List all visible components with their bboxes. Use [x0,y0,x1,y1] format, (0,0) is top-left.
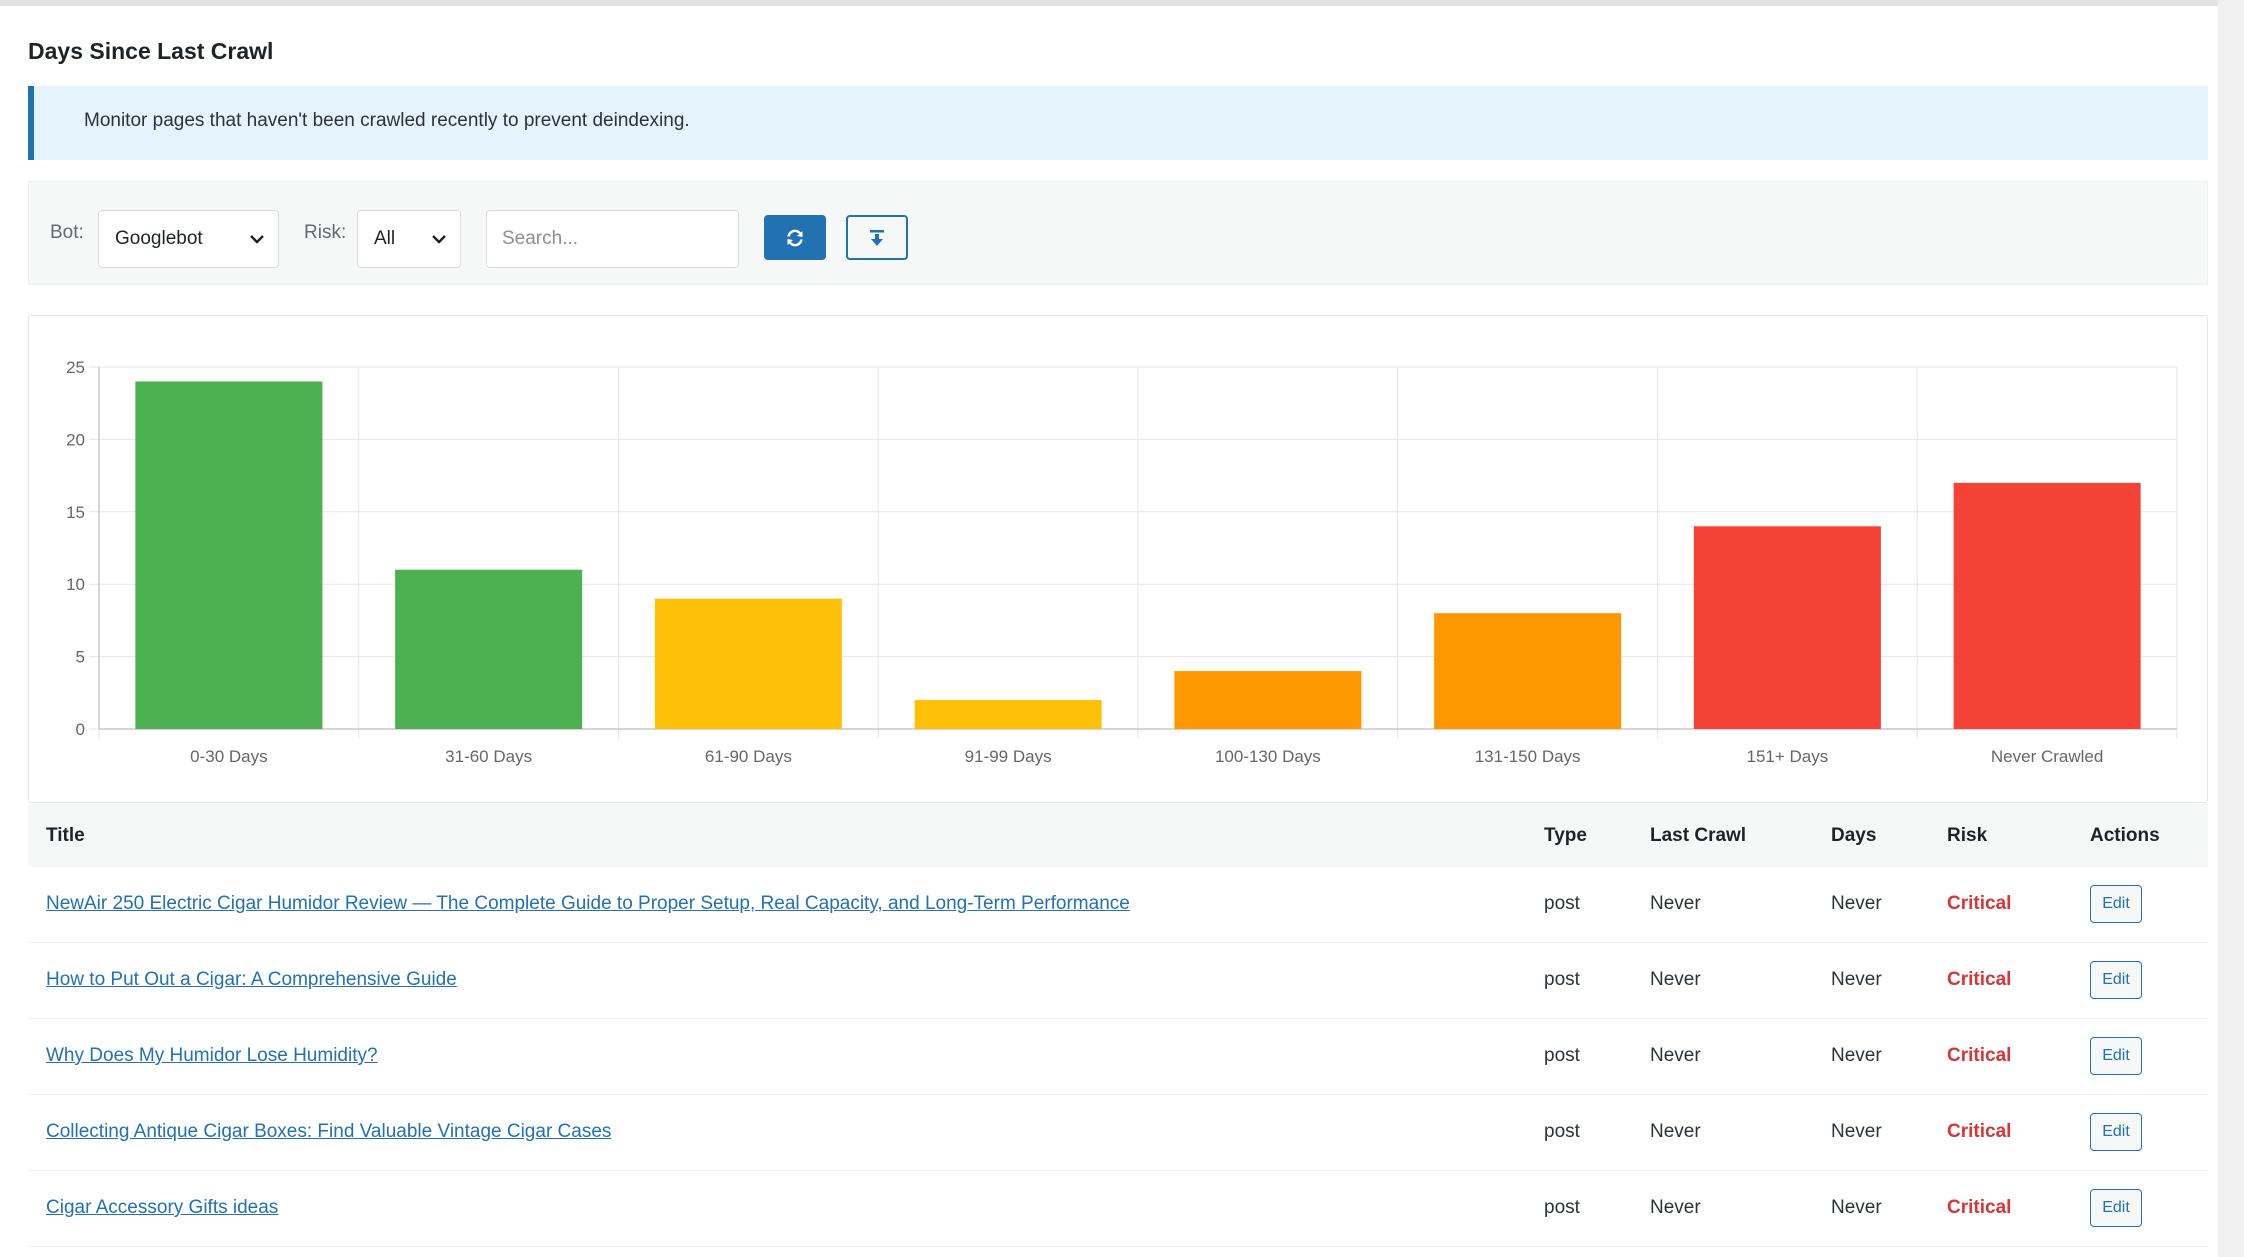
table-row: How to Put Out a Cigar: A Comprehensive … [28,943,2208,1019]
export-button[interactable] [846,215,908,260]
x-tick-label: 131-150 Days [1475,747,1581,766]
edit-button[interactable]: Edit [2090,1113,2142,1151]
column-header-days: Days [1831,825,1877,846]
row-type: post [1544,893,1580,914]
info-notice: Monitor pages that haven't been crawled … [28,86,2208,160]
bar [1693,526,1881,729]
row-title-link[interactable]: How to Put Out a Cigar: A Comprehensive … [46,969,457,990]
table-row: NewAir 250 Electric Cigar Humidor Review… [28,867,2208,943]
column-header-risk: Risk [1947,825,1988,846]
edit-button[interactable]: Edit [2090,1189,2142,1227]
row-risk-badge: Critical [1947,1197,2012,1218]
row-title-link[interactable]: Collecting Antique Cigar Boxes: Find Val… [46,1121,612,1142]
row-title-link[interactable]: Why Does My Humidor Lose Humidity? [46,1045,378,1066]
row-last-crawl: Never [1650,893,1701,914]
bar [395,569,583,729]
column-header-last-crawl: Last Crawl [1650,825,1747,846]
bar [135,381,323,729]
x-tick-label: Never Crawled [1991,747,2103,766]
days-since-crawl-panel: Days Since Last Crawl Monitor pages that… [0,6,2218,1257]
row-last-crawl: Never [1650,1197,1701,1218]
row-risk-badge: Critical [1947,1045,2012,1066]
y-tick-label: 5 [76,648,85,667]
row-days: Never [1831,1045,1882,1066]
row-last-crawl: Never [1650,969,1701,990]
y-tick-label: 15 [66,503,85,522]
chevron-down-icon [432,235,446,244]
y-tick-label: 25 [66,358,85,377]
y-tick-label: 10 [66,575,85,594]
bar [1434,613,1622,729]
crawl-age-chart: 0 5 10 15 20 25 0-30 Days 31-60 Days 61-90 Days 9… [28,315,2208,803]
bot-select[interactable]: Googlebot [98,210,279,268]
edit-button[interactable]: Edit [2090,1037,2142,1075]
bar [1953,482,2141,729]
row-risk-badge: Critical [1947,969,2012,990]
risk-select-value: All [374,228,396,249]
column-header-actions: Actions [2090,825,2160,846]
row-type: post [1544,969,1580,990]
column-header-type: Type [1544,825,1587,846]
bot-label: Bot: [50,222,84,243]
right-scroll-gutter [2218,0,2244,1257]
bar-chart: 0 5 10 15 20 25 0-30 Days 31-60 Days 61-90 Days 9… [66,358,2178,766]
refresh-button[interactable] [764,215,826,260]
table-header: Title Type Last Crawl Days Risk Actions [28,804,2208,867]
bar [914,700,1102,729]
row-risk-badge: Critical [1947,1121,2012,1142]
x-tick-label: 100-130 Days [1215,747,1321,766]
search-input[interactable] [486,210,739,268]
bot-select-value: Googlebot [115,228,203,249]
edit-button[interactable]: Edit [2090,885,2142,923]
row-title-link[interactable]: NewAir 250 Electric Cigar Humidor Review… [46,893,1130,914]
row-type: post [1544,1121,1580,1142]
edit-button[interactable]: Edit [2090,961,2142,999]
x-tick-label: 0-30 Days [190,747,267,766]
y-tick-label: 20 [66,430,85,449]
row-days: Never [1831,1197,1882,1218]
y-tick-label: 0 [76,720,85,739]
column-header-title: Title [46,825,85,846]
row-type: post [1544,1197,1580,1218]
refresh-icon [787,229,803,247]
bar [654,598,842,729]
row-risk-badge: Critical [1947,893,2012,914]
x-tick-label: 31-60 Days [445,747,532,766]
bar [1174,671,1362,729]
risk-select[interactable]: All [357,210,461,268]
x-tick-label: 61-90 Days [705,747,792,766]
x-tick-label: 91-99 Days [965,747,1052,766]
risk-label: Risk: [304,222,347,243]
filter-bar: Bot: Googlebot Risk: All [28,181,2208,285]
table-row: Collecting Antique Cigar Boxes: Find Val… [28,1095,2208,1171]
row-type: post [1544,1045,1580,1066]
row-last-crawl: Never [1650,1045,1701,1066]
table-row: Why Does My Humidor Lose Humidity? post … [28,1019,2208,1095]
x-tick-label: 151+ Days [1747,747,1829,766]
row-last-crawl: Never [1650,1121,1701,1142]
row-days: Never [1831,969,1882,990]
download-icon [870,230,884,246]
chevron-down-icon [250,235,264,244]
row-title-link[interactable]: Cigar Accessory Gifts ideas [46,1197,279,1218]
top-border [0,0,2244,6]
row-days: Never [1831,893,1882,914]
page-title: Days Since Last Crawl [28,38,274,64]
table-row: Cigar Accessory Gifts ideas post Never N… [28,1171,2208,1247]
notice-text: Monitor pages that haven't been crawled … [84,110,690,131]
row-days: Never [1831,1121,1882,1142]
